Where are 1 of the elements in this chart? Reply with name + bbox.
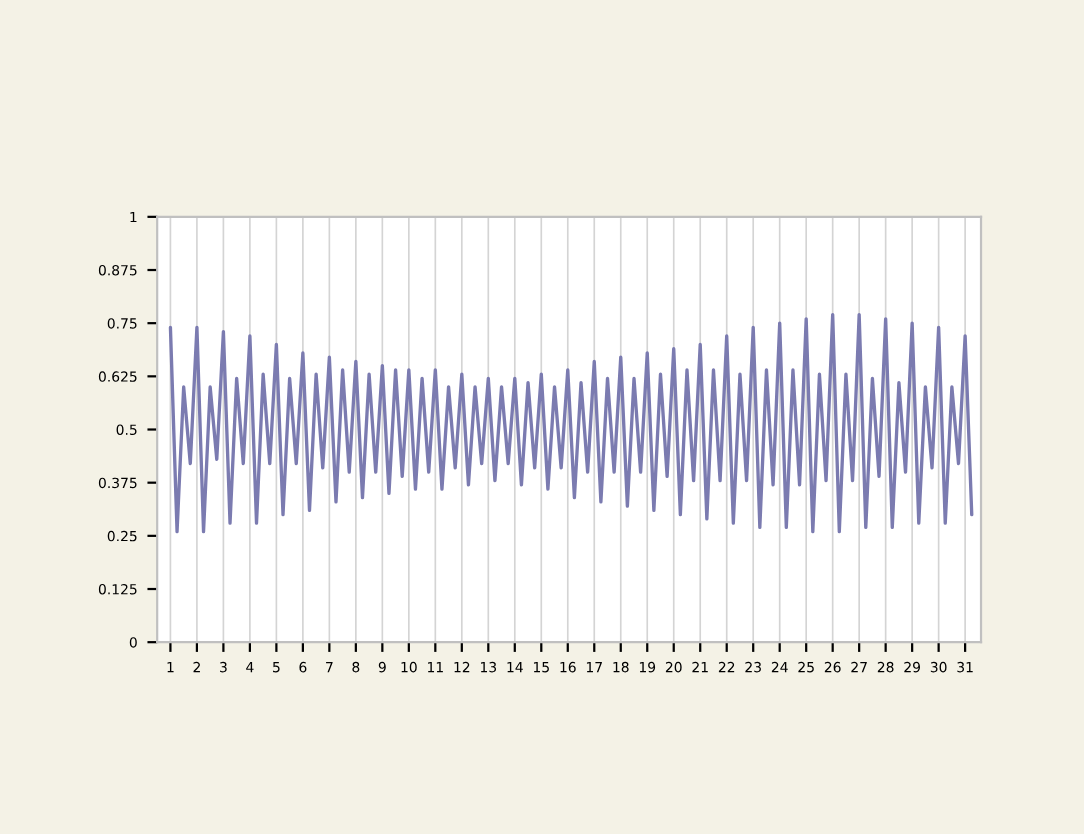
line-series — [168, 313, 974, 534]
